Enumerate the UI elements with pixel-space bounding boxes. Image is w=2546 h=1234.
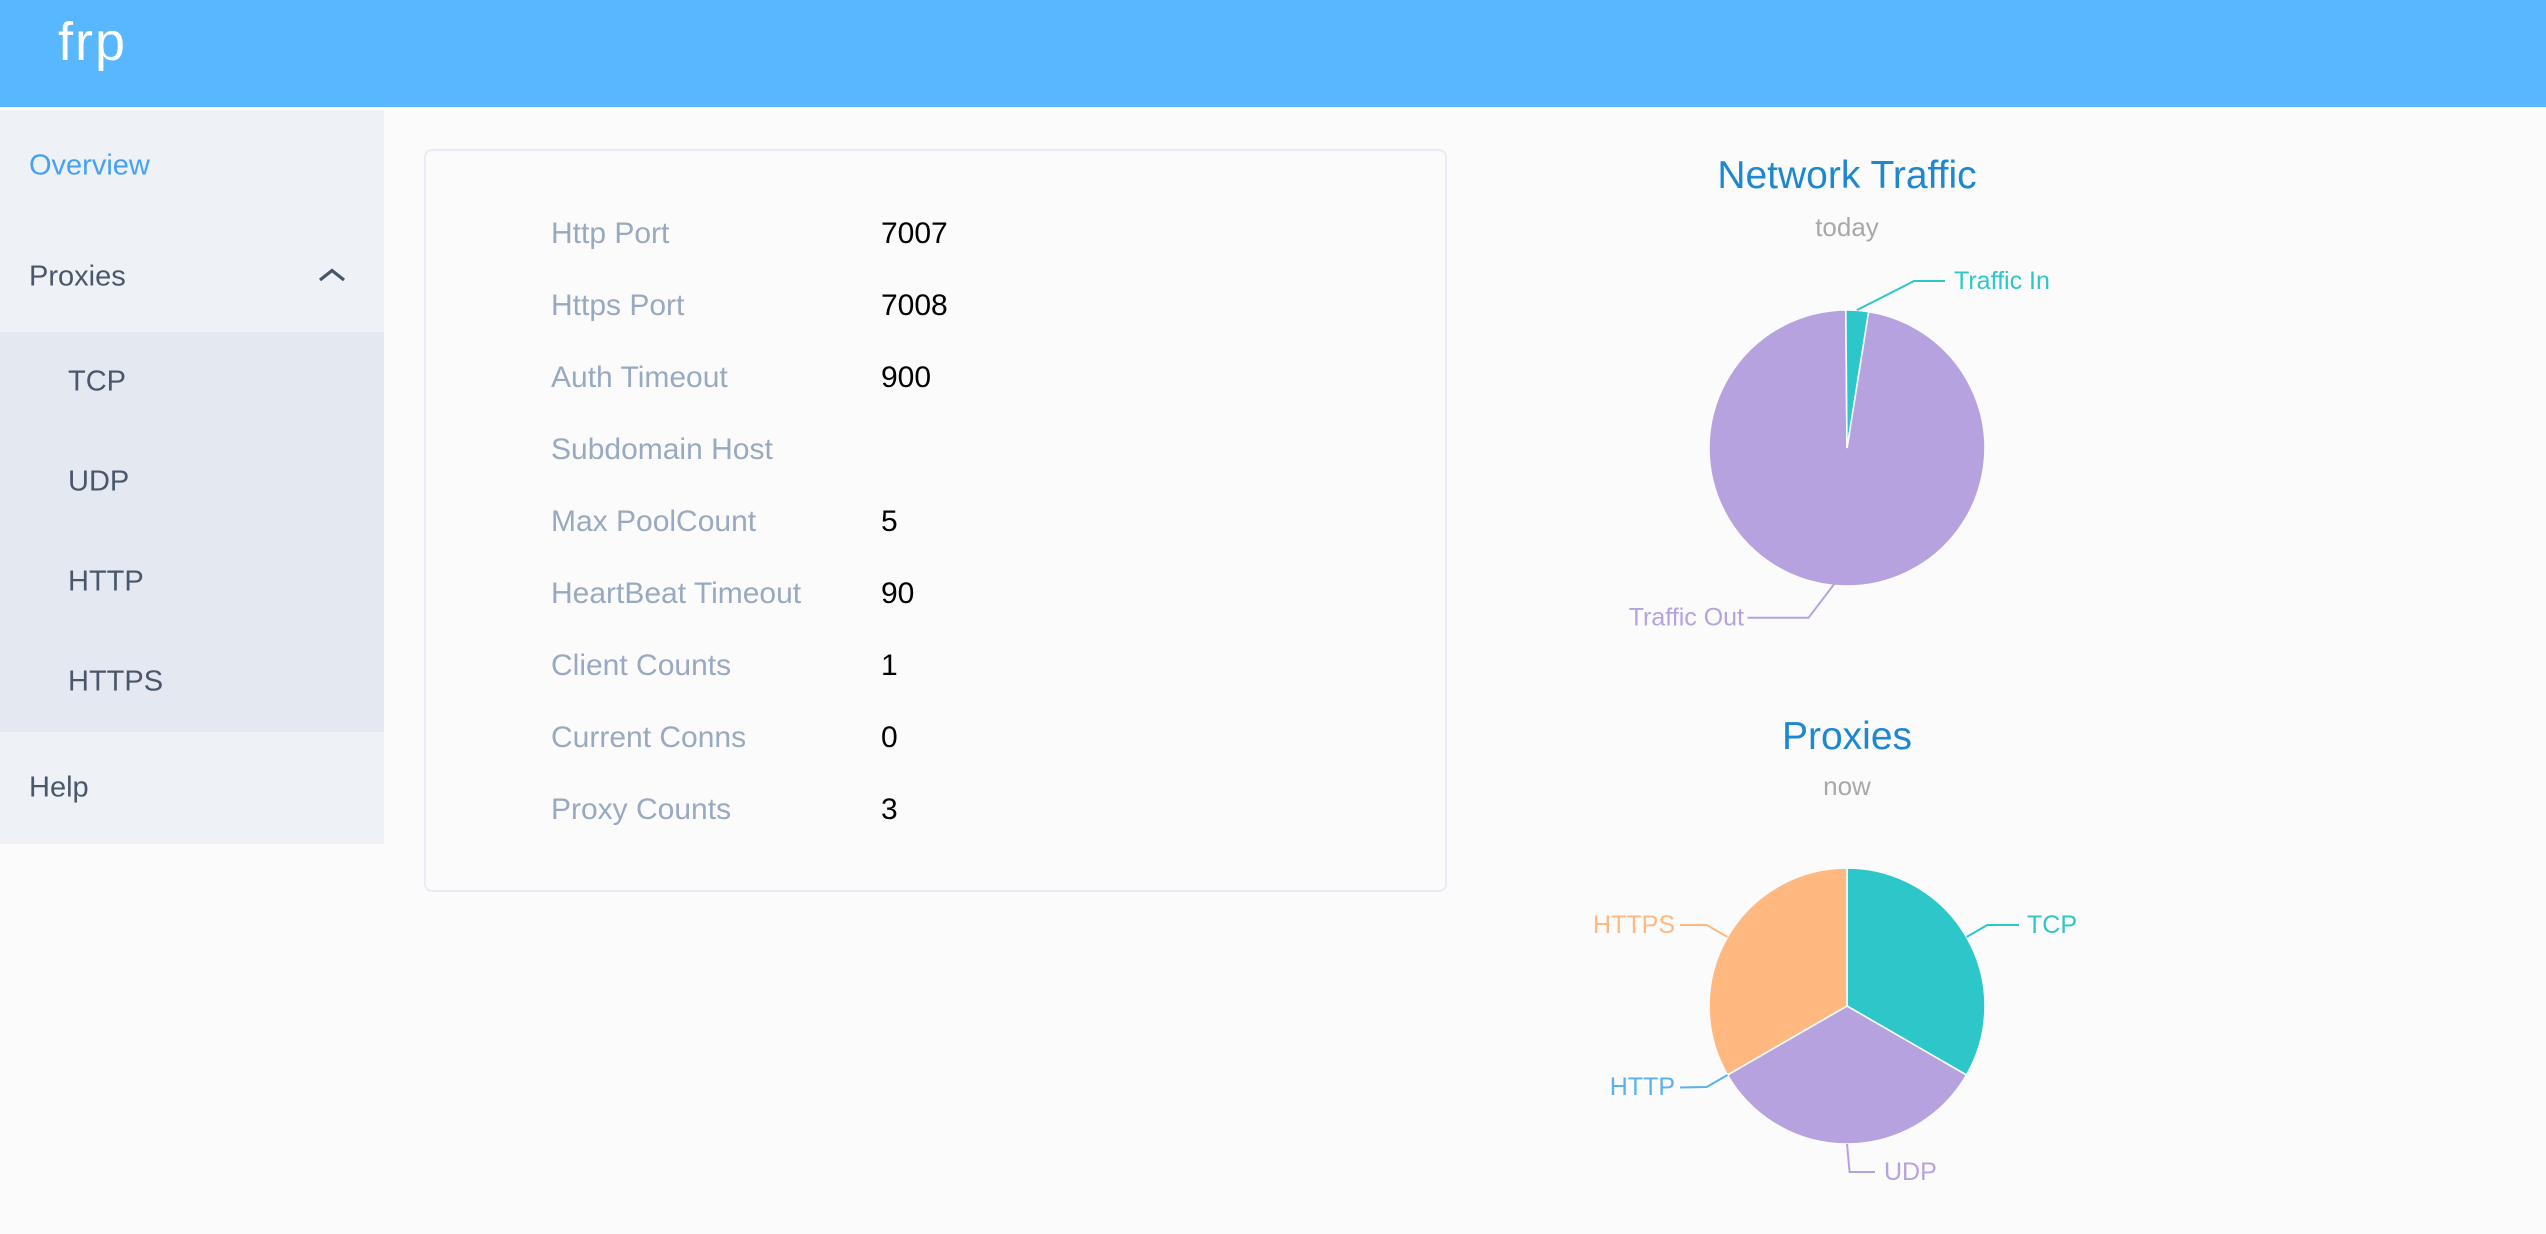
svg-text:TCP: TCP	[2027, 911, 2077, 939]
svg-text:HTTP: HTTP	[1610, 1073, 1675, 1101]
svg-text:Traffic Out: Traffic Out	[1629, 604, 1744, 632]
svg-text:HTTPS: HTTPS	[1593, 911, 1675, 939]
svg-text:Traffic In: Traffic In	[1954, 267, 2050, 295]
svg-text:UDP: UDP	[1884, 1158, 1937, 1186]
